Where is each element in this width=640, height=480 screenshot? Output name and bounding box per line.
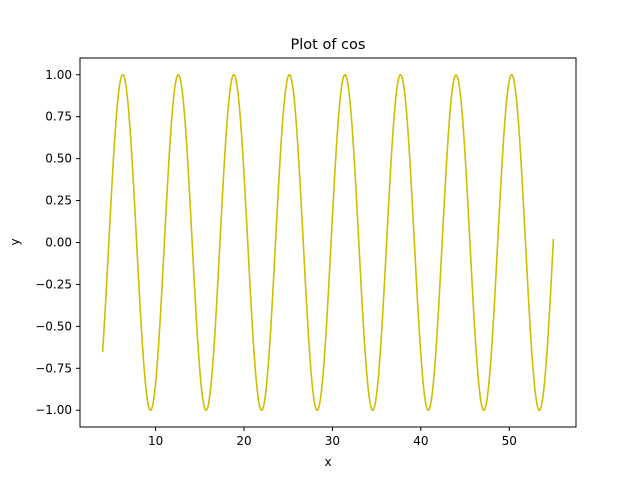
y-tick-label: 1.00 bbox=[45, 68, 72, 82]
y-tick-label: 0.25 bbox=[45, 194, 72, 208]
y-axis-label: y bbox=[8, 238, 22, 245]
y-tick-label: 0.50 bbox=[45, 152, 72, 166]
y-tick-label: 0.00 bbox=[45, 236, 72, 250]
y-tick-label: −0.75 bbox=[35, 361, 72, 375]
y-tick-label: −0.50 bbox=[35, 319, 72, 333]
y-tick-label: −1.00 bbox=[35, 403, 72, 417]
series-line bbox=[101, 73, 555, 412]
series-layer bbox=[101, 73, 555, 412]
x-tick-label: 50 bbox=[502, 434, 517, 448]
y-axis: −1.00 −0.75 −0.50 −0.25 0.00 0.25 0.50 0.75 1.00 bbox=[35, 68, 80, 417]
x-tick-label: 10 bbox=[148, 434, 163, 448]
plot-area bbox=[80, 58, 576, 427]
x-axis: 10 20 30 40 50 bbox=[148, 427, 517, 448]
x-axis-label: x bbox=[324, 455, 331, 469]
y-tick-label: 0.75 bbox=[45, 110, 72, 124]
x-tick-label: 30 bbox=[325, 434, 340, 448]
chart-title: Plot of cos bbox=[291, 37, 366, 53]
x-tick-label: 20 bbox=[236, 434, 251, 448]
y-tick-label: −0.25 bbox=[35, 277, 72, 291]
x-tick-label: 40 bbox=[413, 434, 428, 448]
